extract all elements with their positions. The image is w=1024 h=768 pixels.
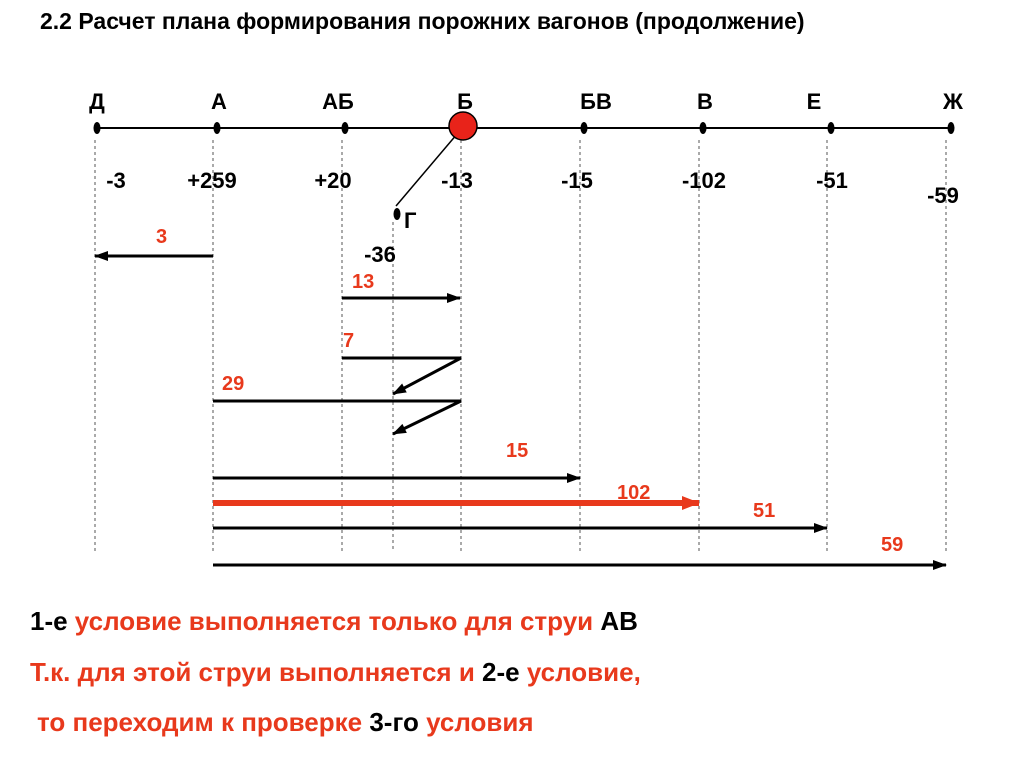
station-dot-e (827, 122, 835, 134)
slide-title: 2.2 Расчет плана формирования порожних в… (40, 8, 805, 34)
station-name-bv: БВ (580, 89, 612, 114)
empty-wagon-flow-diagram: Д А АБ Б БВ В Е Ж Г -3 +259 +20 -13 -15 … (89, 89, 963, 570)
branch-line-g (395, 126, 464, 207)
balance-a: +259 (187, 168, 237, 193)
station-name-a: А (211, 89, 227, 114)
flow-label-ab-b: 13 (352, 271, 374, 293)
guide-lines (94, 140, 947, 552)
station-name-d: Д (89, 89, 105, 114)
condition-2-tail: условие, (519, 657, 641, 687)
station-name-g: Г (404, 208, 417, 233)
balance-ab: +20 (314, 168, 351, 193)
flow-arrow-ab-g (342, 356, 462, 396)
station-name-ab: АБ (322, 89, 354, 114)
flow-label-a-v: 102 (617, 482, 650, 504)
balance-bv: -15 (561, 168, 593, 193)
balance-b: -13 (441, 168, 473, 193)
flow-label-a-zh: 59 (881, 534, 903, 556)
balance-d: -3 (106, 168, 126, 193)
condition-1-text: условие выполняется только для струи (67, 606, 601, 636)
station-name-zh: Ж (942, 89, 963, 114)
station-name-b: Б (457, 89, 473, 114)
station-dot-zh (947, 122, 955, 134)
balance-v: -102 (682, 168, 726, 193)
station-dot-d (93, 122, 101, 134)
condition-line-1: 1-е условие выполняется только для струи… (30, 606, 638, 637)
station-name-v: В (697, 89, 713, 114)
condition-line-3: то переходим к проверке 3-го условия (37, 707, 534, 738)
flow-label-a-g: 29 (222, 373, 244, 395)
condition-1-ordinal: 1-е (30, 606, 68, 636)
condition-1-stream: АВ (600, 606, 638, 636)
station-dot-bv (580, 122, 588, 134)
condition-3-tail: условия (418, 707, 534, 737)
station-dot-g (393, 208, 401, 220)
flow-arrow-a-g (213, 399, 462, 436)
balance-zh: -59 (927, 183, 959, 208)
balance-e: -51 (816, 168, 848, 193)
station-dots (93, 122, 955, 220)
condition-2-text: Т.к. для этой струи выполняется и (30, 657, 483, 687)
station-dot-a (213, 122, 221, 134)
station-dot-v (699, 122, 707, 134)
balance-g: -36 (364, 242, 396, 267)
flow-label-a-bv: 15 (506, 440, 528, 462)
condition-2-ordinal: 2-е (482, 657, 520, 687)
station-dot-ab (341, 122, 349, 134)
condition-line-2: Т.к. для этой струи выполняется и 2-е ус… (30, 657, 641, 688)
flow-label-a-d: 3 (156, 226, 167, 248)
condition-3-ordinal: 3-го (369, 707, 419, 737)
station-dot-b-highlight (448, 111, 478, 141)
flow-label-a-e: 51 (753, 500, 775, 522)
condition-3-text: то переходим к проверке (37, 707, 370, 737)
station-name-e: Е (807, 89, 822, 114)
flow-label-ab-g: 7 (343, 330, 354, 352)
